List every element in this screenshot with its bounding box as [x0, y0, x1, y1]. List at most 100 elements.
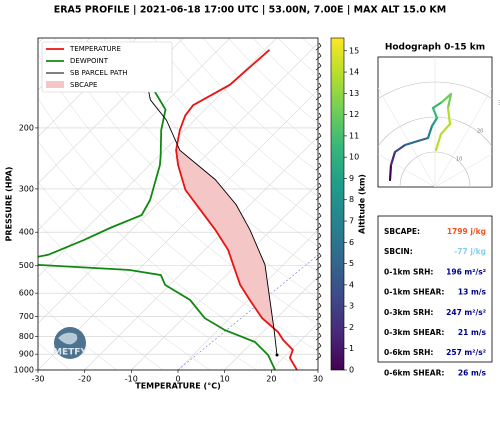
wind-barb	[315, 205, 322, 211]
y-tick-label: 400	[19, 228, 34, 237]
colorbar-tick-label: 15	[349, 46, 359, 55]
wind-barb	[318, 182, 322, 187]
wind-barb	[315, 65, 322, 71]
wind-barb	[315, 135, 322, 141]
legend-frame	[41, 41, 173, 93]
wind-barb	[318, 162, 322, 167]
wind-barb	[315, 85, 322, 91]
isotherm	[38, 42, 318, 324]
stat-label: 0-1km SHEAR:	[384, 288, 444, 297]
stats: SBCAPE: 1799 j/kg SBCIN: -77 j/kg 0-1km SRH:…	[384, 227, 487, 377]
wind-barb	[318, 82, 322, 87]
colorbar-tick-label: 5	[349, 259, 354, 268]
hodograph: 10 20 30	[377, 56, 500, 188]
y-tick-label: 800	[19, 332, 34, 341]
dry-adiabat	[103, 38, 318, 247]
stat-value: 257 m²/s²	[446, 348, 486, 357]
wind-barb	[315, 155, 322, 161]
wind-barb	[315, 245, 322, 251]
wind-barb	[315, 295, 322, 301]
colorbar-tick-label: 3	[349, 302, 354, 311]
colorbar-tick-label: 9	[349, 174, 354, 183]
y-axis-label: PRESSURE (HPA)	[5, 167, 14, 242]
wind-barb	[315, 75, 322, 81]
wind-barb	[318, 142, 322, 147]
wind-barb	[315, 255, 322, 261]
wind-barb	[315, 165, 322, 171]
hodograph-trace	[416, 136, 430, 143]
wind-barb	[318, 212, 322, 217]
legend: TEMPERATURE DEWPOINT SB PARCEL PATH SBCAPE	[41, 41, 173, 93]
x-tick-label: 30	[313, 375, 323, 384]
stat-label: SBCAPE:	[384, 227, 420, 236]
wind-barb	[318, 332, 322, 337]
wind-barb	[318, 42, 322, 47]
wind-barb	[318, 152, 322, 157]
wind-barb	[315, 125, 322, 131]
colorbar-tick-label: 6	[349, 238, 354, 247]
dry-adiabat	[38, 97, 318, 352]
stat-value: 247 m²/s²	[446, 308, 486, 317]
hodograph-trace	[426, 124, 434, 140]
x-tick-label: -30	[31, 375, 44, 384]
colorbar	[330, 37, 345, 371]
hodograph-trace	[440, 92, 453, 104]
hodograph-trace	[431, 100, 444, 110]
wind-barb	[318, 282, 322, 287]
wind-barb	[315, 225, 322, 231]
isotherm	[38, 38, 184, 184]
colorbar-tick-label: 4	[349, 280, 354, 289]
x-tick-label: -10	[125, 375, 138, 384]
x-tick-label: -20	[78, 375, 91, 384]
x-tick-label: 20	[266, 375, 276, 384]
dry-adiabat	[38, 222, 211, 370]
wind-barb	[315, 275, 322, 281]
wind-barb	[315, 285, 322, 291]
wind-barb	[315, 235, 322, 241]
wind-barb	[315, 345, 322, 351]
wind-barb	[318, 272, 322, 277]
isotherm	[131, 182, 318, 370]
stat-label: 0-3km SHEAR:	[384, 328, 444, 337]
wind-barb	[318, 72, 322, 77]
x-tick-label: 10	[220, 375, 230, 384]
colorbar-tick-label: 12	[349, 110, 359, 119]
legend-label: SB PARCEL PATH	[70, 69, 128, 77]
hodograph-trace	[388, 163, 393, 182]
colorbar-tick-label: 13	[349, 89, 359, 98]
wind-barb	[318, 302, 322, 307]
chart-title: ERA5 PROFILE | 2021-06-18 17:00 UTC | 53…	[54, 5, 447, 16]
y-tick-label: 500	[19, 261, 34, 270]
stat-label: SBCIN:	[384, 247, 413, 256]
colorbar-tick-label: 8	[349, 195, 354, 204]
legend-label: SBCAPE	[70, 81, 97, 89]
dry-adiabat	[38, 140, 304, 370]
wind-barb	[318, 262, 322, 267]
wind-barb	[315, 265, 322, 271]
wind-barb	[315, 215, 322, 221]
wind-barb	[318, 222, 322, 227]
parcel-start	[275, 353, 279, 357]
stat-label: 0-3km SRH:	[384, 308, 433, 317]
y-tick-label: 300	[19, 184, 34, 193]
dry-adiabat	[38, 181, 258, 370]
isotherm	[38, 38, 277, 278]
wind-barb	[318, 122, 322, 127]
hodograph-spoke	[378, 153, 436, 187]
logo: METFY	[53, 327, 87, 359]
logo-text: METFY	[53, 348, 87, 358]
colorbar-tick-label: 11	[349, 131, 359, 140]
wind-barb	[315, 305, 322, 311]
hodograph-trace	[446, 92, 453, 110]
dry-adiabat	[38, 302, 118, 370]
wind-barb	[318, 132, 322, 137]
legend-swatch	[46, 81, 64, 88]
hodograph-spoke	[434, 87, 492, 187]
isotherm	[177, 229, 318, 370]
wind-barb	[315, 335, 322, 341]
wind-barb	[318, 52, 322, 57]
wind-barb	[315, 45, 322, 51]
profile-line	[175, 49, 298, 370]
wind-barb	[318, 112, 322, 117]
